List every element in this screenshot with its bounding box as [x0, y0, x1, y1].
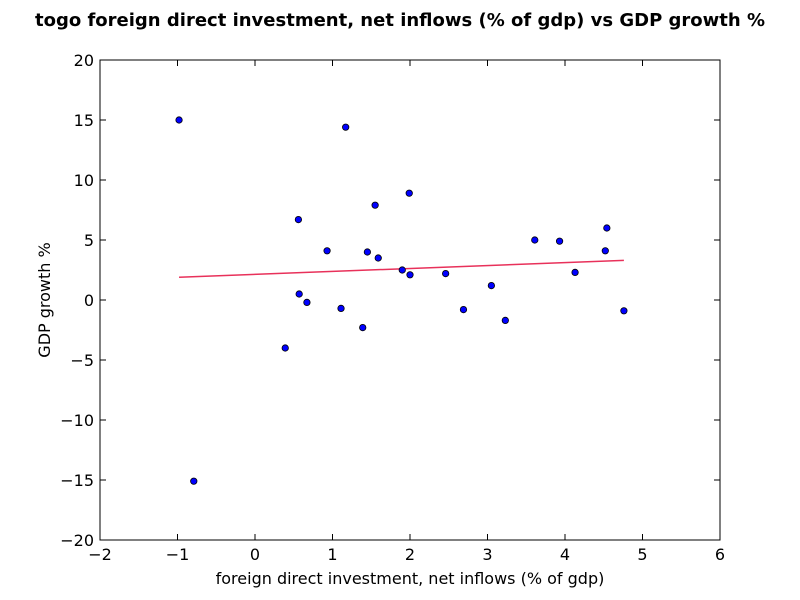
data-point [359, 323, 367, 332]
y-tick-label: −10 [60, 411, 94, 430]
data-point [603, 224, 611, 232]
data-point [281, 344, 289, 352]
y-tick-label: 0 [84, 291, 94, 310]
y-tick-label: 15 [74, 111, 94, 130]
data-point [342, 123, 350, 131]
data-point [337, 304, 345, 312]
data-point [371, 201, 379, 209]
x-tick-label: 1 [327, 545, 337, 564]
data-point [501, 316, 509, 324]
data-point [531, 236, 539, 244]
data-point [620, 307, 628, 315]
data-point [398, 266, 406, 274]
chart-title: togo foreign direct investment, net infl… [35, 10, 765, 31]
data-point [459, 305, 468, 314]
data-point [601, 247, 609, 255]
y-tick-label: 5 [84, 231, 94, 250]
data-point [374, 254, 382, 262]
y-tick-label: 10 [74, 171, 94, 190]
data-point [487, 281, 495, 290]
y-tick-label: −20 [60, 531, 94, 550]
data-point [303, 298, 311, 306]
x-tick-label: 6 [715, 545, 725, 564]
data-point [406, 271, 414, 279]
y-axis-label: GDP growth % [35, 242, 54, 357]
x-tick-label: −2 [88, 545, 112, 564]
data-point [294, 216, 302, 224]
y-tick-label: 20 [74, 51, 94, 70]
y-tick-label: −15 [60, 471, 94, 490]
data-point [295, 290, 303, 298]
x-tick-label: 0 [250, 545, 260, 564]
x-tick-label: 3 [482, 545, 492, 564]
plot-frame [99, 59, 721, 541]
data-point [175, 116, 183, 124]
data-point [323, 247, 331, 255]
x-tick-label: 2 [405, 545, 415, 564]
data-point [555, 237, 564, 245]
plot-area [100, 60, 720, 540]
x-tick-label: 5 [637, 545, 647, 564]
data-points [175, 116, 628, 485]
x-tick-label: 4 [560, 545, 570, 564]
y-tick-label: −5 [70, 351, 94, 370]
data-point [571, 268, 579, 276]
x-tick-label: −1 [166, 545, 190, 564]
data-point [190, 477, 198, 485]
data-point [405, 189, 413, 197]
x-axis-label: foreign direct investment, net inflows (… [216, 569, 605, 588]
data-point [442, 269, 450, 278]
data-point [363, 248, 371, 256]
